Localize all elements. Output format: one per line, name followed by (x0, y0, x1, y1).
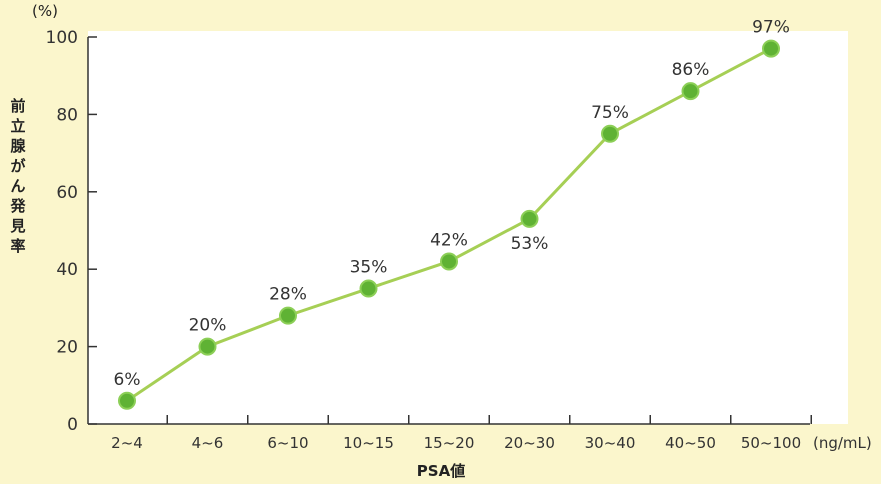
data-point (681, 82, 700, 101)
data-point (520, 209, 539, 228)
data-label: 86% (672, 60, 710, 80)
y-axis-label: 前立腺がん発見率 (10, 97, 26, 255)
data-point (359, 279, 378, 298)
y-axis-unit: (%) (32, 2, 58, 20)
x-tick-label: 50~100 (741, 434, 801, 452)
data-point (762, 39, 780, 58)
data-label: 20% (189, 316, 227, 336)
data-label: 75% (591, 103, 629, 123)
data-label: 6% (114, 370, 141, 390)
data-point (118, 391, 136, 410)
x-tick-label: 30~40 (585, 434, 636, 452)
y-tick-label: 60 (56, 183, 78, 203)
y-tick-label: 80 (56, 105, 78, 125)
x-tick-label: 4~6 (192, 434, 224, 452)
y-tick-label: 20 (56, 338, 78, 358)
y-tick-label: 0 (67, 415, 78, 435)
x-axis-unit: (ng/mL) (813, 434, 872, 452)
x-tick-label: 6~10 (267, 434, 308, 452)
data-label: 42% (430, 230, 468, 250)
data-point (198, 337, 217, 356)
x-tick-label: 40~50 (665, 434, 716, 452)
data-label: 35% (350, 258, 388, 278)
x-tick-label: 20~30 (504, 434, 555, 452)
plot-area (88, 31, 848, 424)
data-point (440, 252, 458, 271)
data-label: 53% (511, 234, 549, 254)
data-label: 97% (752, 18, 790, 38)
x-axis-label: PSA値 (417, 462, 465, 480)
y-tick-label: 100 (46, 28, 78, 48)
x-tick-label: 2~4 (111, 434, 143, 452)
data-point (601, 124, 619, 143)
x-tick-label: 15~20 (424, 434, 475, 452)
x-tick-label: 10~15 (343, 434, 394, 452)
data-point (279, 306, 297, 325)
y-tick-label: 40 (56, 260, 78, 280)
data-label: 28% (269, 285, 307, 305)
